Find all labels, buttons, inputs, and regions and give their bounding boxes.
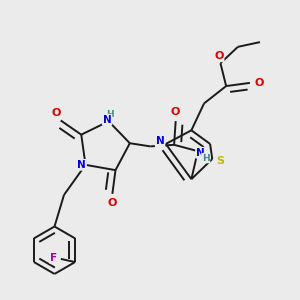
- Text: O: O: [108, 198, 117, 208]
- Text: N: N: [77, 160, 86, 170]
- Text: S: S: [216, 156, 224, 166]
- Text: O: O: [214, 51, 224, 61]
- Text: O: O: [254, 78, 263, 88]
- Text: H: H: [106, 110, 114, 119]
- Text: O: O: [171, 107, 180, 117]
- Text: F: F: [50, 253, 57, 263]
- Text: H: H: [202, 154, 209, 163]
- Text: N: N: [103, 115, 111, 125]
- Text: N: N: [196, 148, 205, 158]
- Text: N: N: [156, 136, 164, 146]
- Text: O: O: [51, 107, 61, 118]
